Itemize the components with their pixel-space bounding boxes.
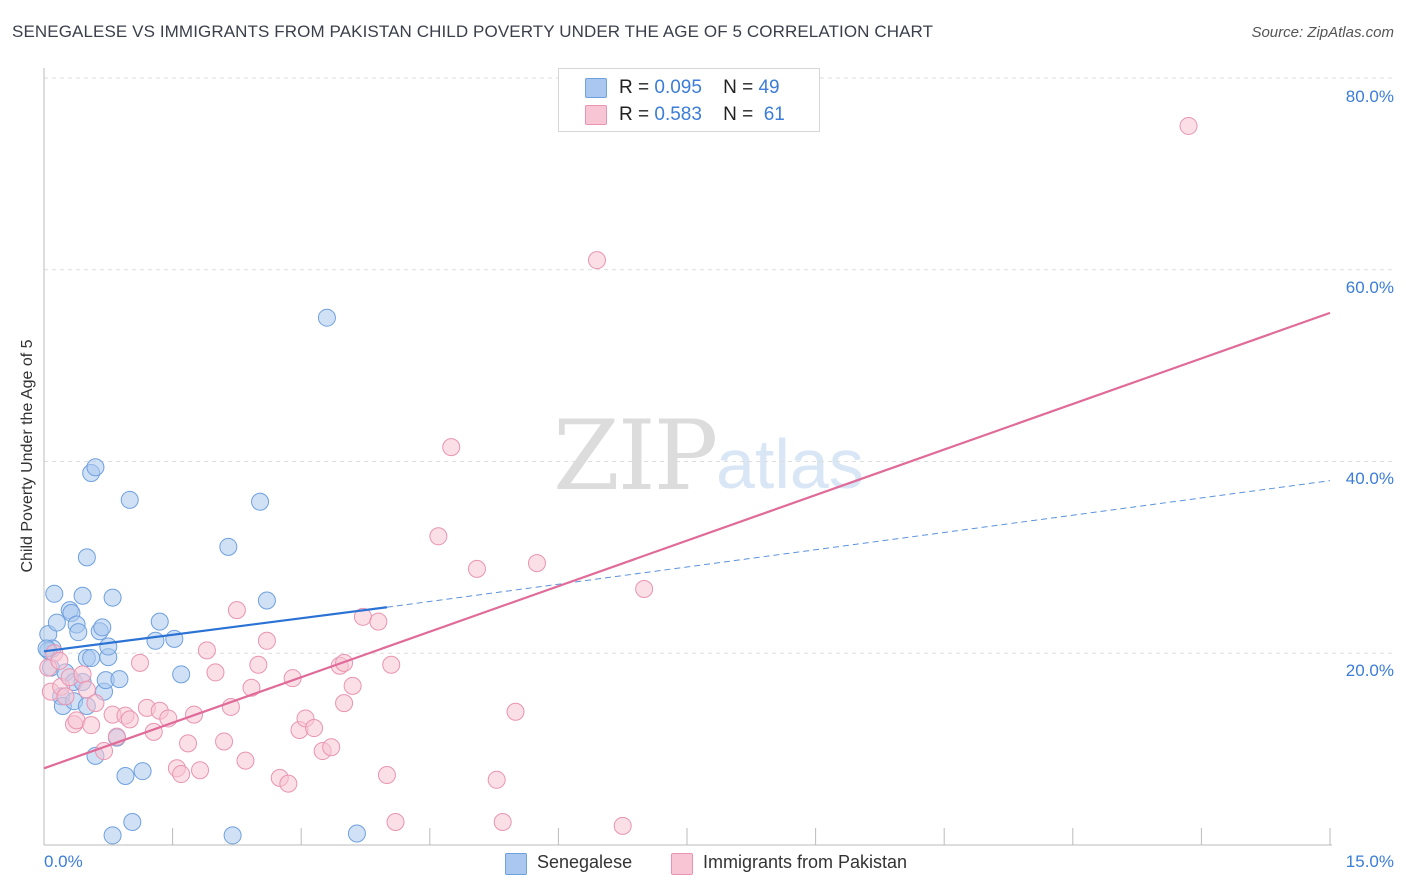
legend-r-label: R = — [619, 77, 650, 98]
point-pakistan — [86, 694, 105, 713]
point-senegalese — [251, 492, 270, 511]
point-senegalese — [123, 812, 142, 831]
point-senegalese — [110, 670, 129, 689]
point-senegalese — [69, 623, 88, 642]
point-pakistan — [56, 687, 75, 706]
point-senegalese — [93, 618, 112, 637]
bottom-legend-swatch-pakistan — [671, 853, 693, 875]
point-pakistan — [197, 641, 216, 660]
point-pakistan — [386, 812, 405, 831]
point-pakistan — [50, 651, 69, 670]
y-tick-label-40: 40.0% — [1345, 469, 1394, 488]
y-axis-label: Child Poverty Under the Age of 5 — [19, 339, 36, 573]
point-senegalese — [219, 537, 238, 556]
point-pakistan — [227, 601, 246, 620]
point-pakistan — [377, 766, 396, 785]
point-pakistan — [467, 559, 486, 578]
point-pakistan — [73, 665, 92, 684]
point-pakistan — [236, 751, 255, 770]
point-pakistan — [206, 663, 225, 682]
point-senegalese — [82, 649, 101, 668]
point-pakistan — [305, 719, 324, 738]
point-pakistan — [369, 612, 388, 631]
legend-n-label: N = — [723, 77, 754, 98]
point-senegalese — [133, 762, 152, 781]
point-senegalese — [86, 458, 105, 477]
point-senegalese — [77, 548, 96, 567]
y-tick-label-80: 80.0% — [1345, 87, 1394, 106]
point-pakistan — [487, 770, 506, 789]
trendline-senegalese — [43, 606, 388, 653]
y-tick-label-60: 60.0% — [1345, 278, 1394, 297]
point-pakistan — [249, 655, 268, 674]
point-pakistan — [429, 527, 448, 546]
point-pakistan — [635, 580, 654, 599]
point-pakistan — [335, 694, 354, 713]
watermark-atlas: atlas — [716, 425, 864, 503]
bottom-legend-label-senegalese: Senegalese — [537, 852, 633, 872]
point-pakistan — [279, 774, 298, 793]
point-pakistan — [587, 251, 606, 270]
trendline-pakistan — [43, 311, 1331, 770]
legend-r-value: 0.583 — [654, 104, 702, 125]
point-senegalese — [347, 824, 366, 843]
point-senegalese — [223, 826, 242, 845]
point-pakistan — [257, 631, 276, 650]
point-senegalese — [45, 584, 64, 603]
chart-source: Source: ZipAtlas.com — [1251, 24, 1394, 41]
legend-r-label: R = — [619, 104, 650, 125]
correlation-legend: R = 0.095 N = 49 R = 0.583 N = 61 — [558, 68, 820, 132]
legend-r-value: 0.095 — [654, 77, 702, 98]
point-senegalese — [120, 490, 139, 509]
point-senegalese — [257, 591, 276, 610]
point-pakistan — [179, 734, 198, 753]
point-pakistan — [172, 765, 191, 784]
point-pakistan — [343, 676, 362, 695]
point-senegalese — [317, 308, 336, 327]
point-senegalese — [103, 826, 122, 845]
point-senegalese — [47, 613, 66, 632]
point-pakistan — [131, 653, 150, 672]
point-pakistan — [506, 702, 525, 721]
watermark-zip: ZIP — [553, 400, 718, 512]
point-pakistan — [77, 680, 96, 699]
point-pakistan — [242, 678, 261, 697]
point-pakistan — [191, 761, 210, 780]
legend-n-label: N = — [723, 104, 754, 125]
point-pakistan — [613, 816, 632, 835]
point-pakistan — [322, 738, 341, 757]
point-senegalese — [146, 631, 165, 650]
x-tick-label-max: 15.0% — [1345, 852, 1394, 871]
legend-n-value: 49 — [758, 77, 780, 98]
point-pakistan — [120, 710, 139, 729]
point-pakistan — [1179, 116, 1198, 135]
point-pakistan — [493, 812, 512, 831]
trendline-senegalese-extension — [386, 480, 1331, 608]
legend-swatch-pakistan — [585, 105, 607, 125]
point-senegalese — [150, 612, 169, 631]
point-pakistan — [382, 655, 401, 674]
x-tick-label-min: 0.0% — [44, 852, 83, 871]
legend-swatch-senegalese — [585, 78, 607, 98]
bottom-legend-label-pakistan: Immigrants from Pakistan — [703, 852, 908, 872]
point-pakistan — [215, 732, 234, 751]
point-senegalese — [172, 665, 191, 684]
bottom-legend-swatch-senegalese — [505, 853, 527, 875]
point-pakistan — [527, 554, 546, 573]
point-senegalese — [99, 637, 118, 656]
point-pakistan — [442, 438, 461, 457]
y-tick-label-20: 20.0% — [1345, 661, 1394, 680]
point-pakistan — [82, 716, 101, 735]
point-senegalese — [116, 766, 135, 785]
point-senegalese — [73, 586, 92, 605]
chart-title: SENEGALESE VS IMMIGRANTS FROM PAKISTAN C… — [12, 22, 934, 41]
point-senegalese — [103, 588, 122, 607]
legend-n-value: 61 — [763, 104, 785, 125]
